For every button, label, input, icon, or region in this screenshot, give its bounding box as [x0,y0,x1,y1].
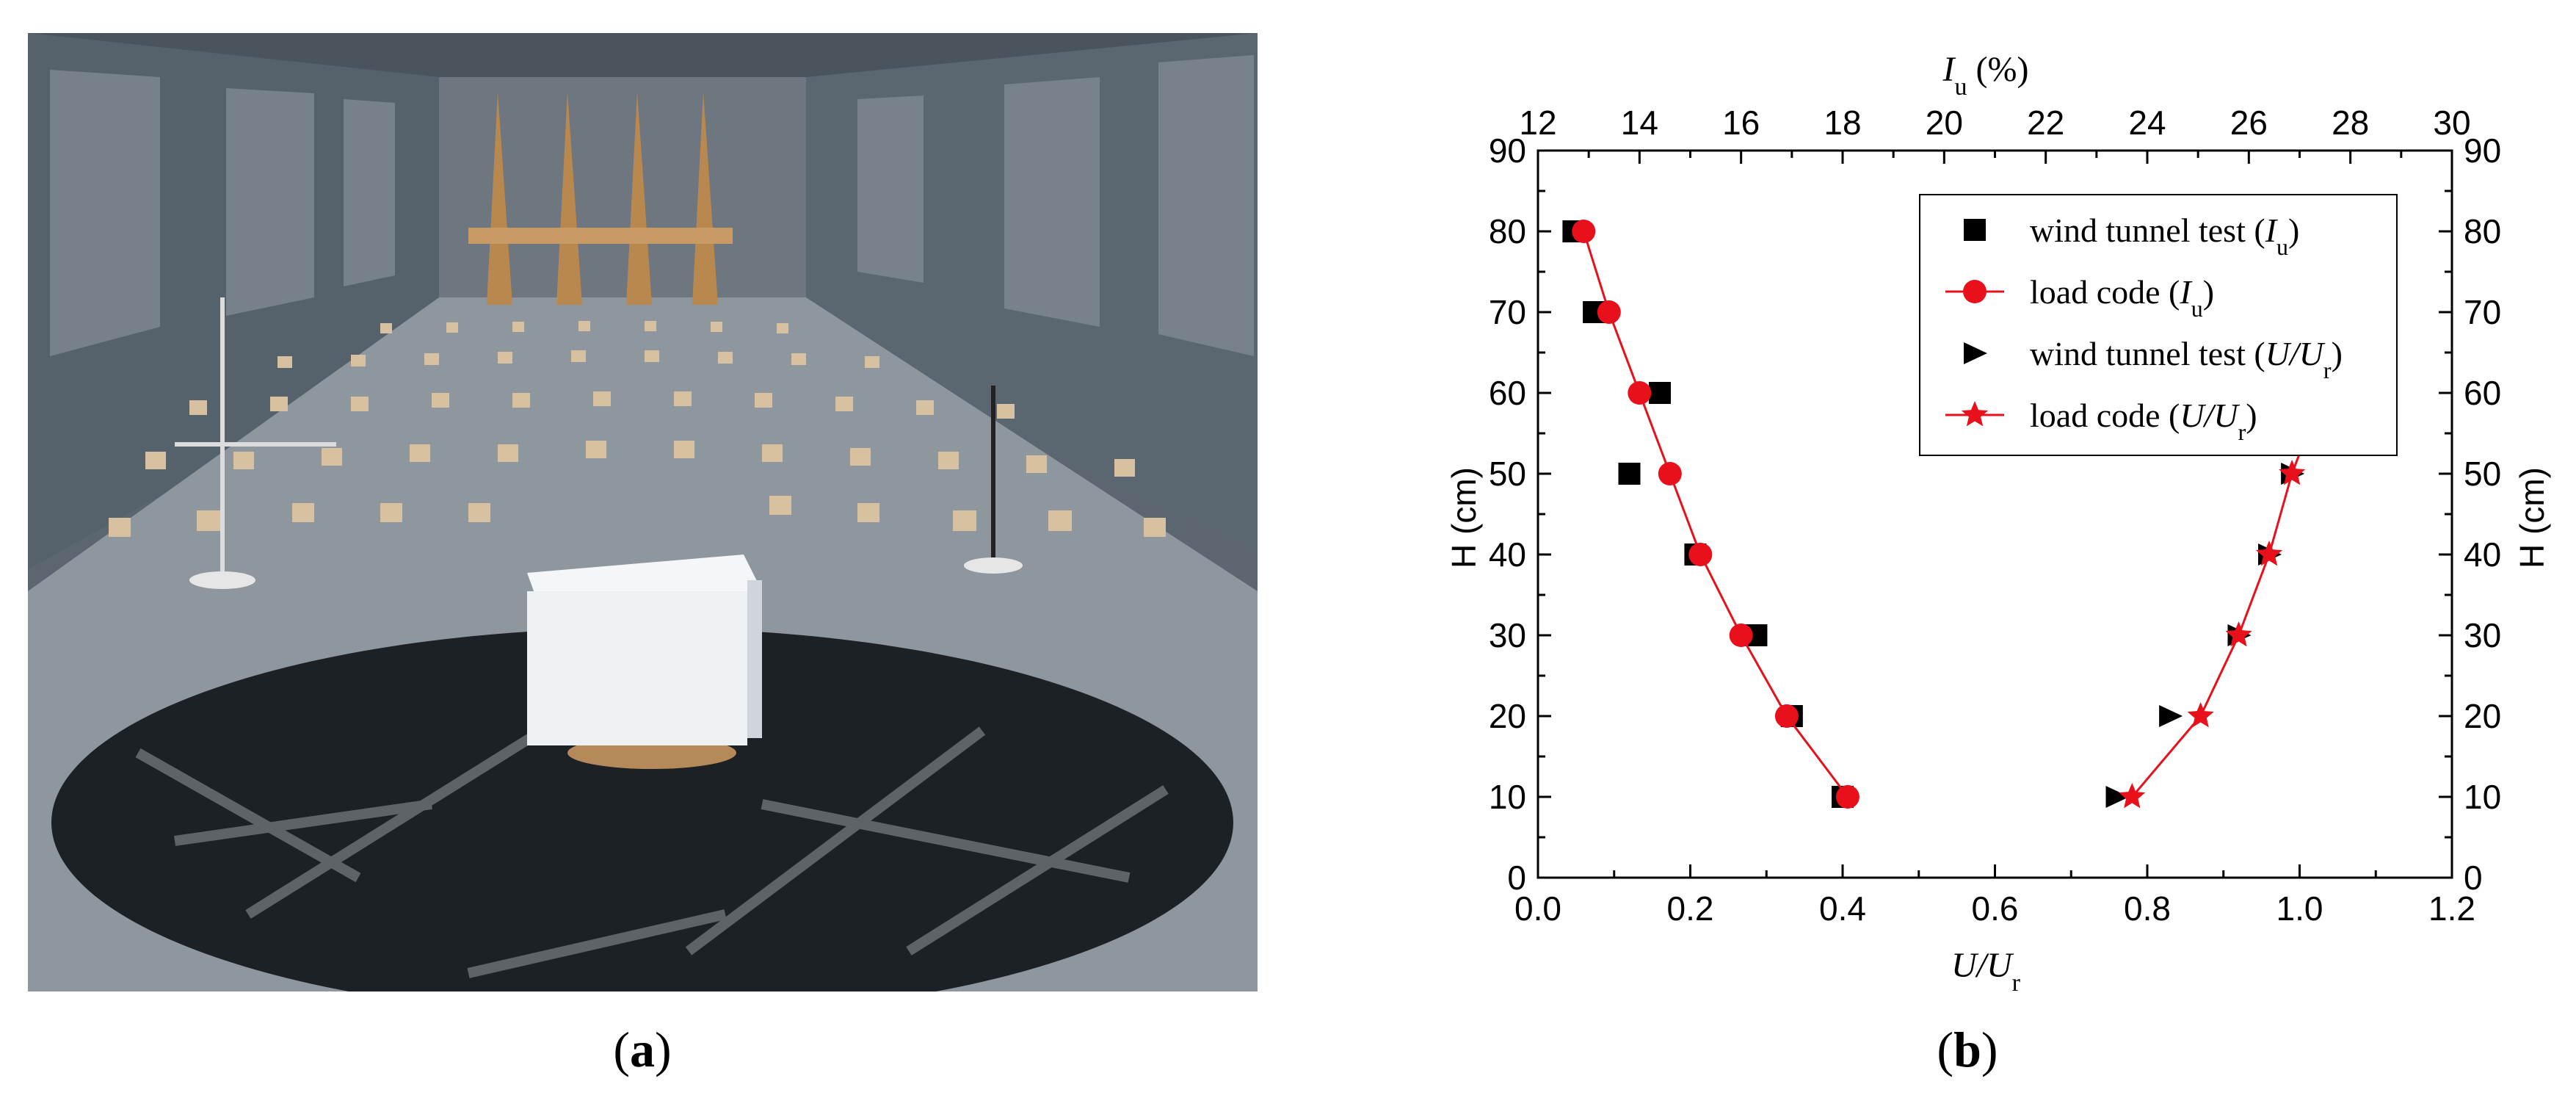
legend-label: load code (U/Ur) [2030,397,2257,445]
series-line [1582,231,1849,798]
left-axis-tick-label: 10 [1489,778,1526,816]
data-point [2279,460,2306,485]
bottom-axis-tick-label: 0.2 [1667,889,1714,928]
left-axis-tick-label: 80 [1489,212,1526,250]
bottom-axis-tick-label: 1.2 [2428,889,2475,928]
probe-stands [175,297,1023,589]
data-point [2225,621,2252,647]
legend-marker [1963,280,1987,303]
right-axis-tick-label: 20 [2464,697,2501,735]
spire-group [468,92,733,305]
right-axis-tick-label: 0 [2464,859,2483,897]
data-point [1688,543,1713,566]
top-axis-tick-label: 24 [2128,104,2166,142]
legend-label: load code (Iu) [2030,273,2214,322]
legend-label: wind tunnel test (U/Ur) [2030,335,2343,383]
bottom-axis-tick-label: 0.0 [1514,889,1561,928]
left-axis-tick-label: 70 [1489,293,1526,331]
right-axis-tick-label: 40 [2464,535,2501,574]
top-axis-tick-label: 22 [2027,104,2064,142]
legend-entry: wind tunnel test (Iu) [1964,212,2299,260]
left-axis-tick-label: 60 [1489,374,1526,412]
top-axis-title: Iu (%) [1942,50,2029,101]
building-model [527,554,762,769]
top-axis-tick-label: 26 [2230,104,2268,142]
series-2 [1572,220,1860,809]
bottom-axis-tick-label: 1.0 [2276,889,2323,928]
right-axis-tick-label: 10 [2464,778,2501,816]
data-point [1628,381,1652,405]
bottom-axis-tick-label: 0.8 [2124,889,2171,928]
data-point [2159,705,2183,727]
top-axis-tick-label: 14 [1621,104,1658,142]
caption-b: (b) [1937,1022,1998,1077]
data-point [1597,300,1621,324]
left-axis-tick-label: 90 [1489,131,1526,170]
bottom-axis-tick-label: 0.6 [1972,889,2019,928]
left-axis-tick-label: 30 [1489,616,1526,654]
wind-tunnel-photo [28,33,1258,1017]
legend-entry: load code (Iu) [1945,273,2214,322]
wind-tunnel-photo-drawing [28,33,1258,1017]
data-point [1649,382,1671,404]
legend-marker [1964,219,1986,241]
top-axis-tick-label: 16 [1722,104,1760,142]
top-axis-tick-label: 28 [2332,104,2369,142]
left-axis-tick-label: 50 [1489,455,1526,493]
data-point [1835,785,1860,809]
roughness-blocks [109,321,1166,537]
legend-entry: load code (U/Ur) [1945,397,2257,445]
wind-profile-chart: 12 14 16 18 20 22 24 26 28 30 0.0 0.2 0.4 0.6 0.8 1.0 1… [1445,50,2551,997]
legend-marker [1961,401,1989,427]
data-point [1658,462,1682,485]
right-axis-tick-label: 30 [2464,616,2501,654]
data-point [2255,541,2283,566]
left-axis-tick-label: 40 [1489,535,1526,574]
legend-box [1919,194,2398,456]
top-axis-tick-label: 20 [1926,104,1963,142]
left-axis-title: H (cm) [1445,467,1483,568]
data-point [1572,220,1596,243]
right-axis-tick-label: 80 [2464,212,2501,250]
data-point [2105,786,2130,808]
chart-panel: 12 14 16 18 20 22 24 26 28 30 0.0 0.2 0.4 0.6 0.8 1.0 1… [1365,0,2576,1043]
data-point [2187,702,2214,728]
legend-marker [1964,342,1987,364]
right-axis-tick-label: 70 [2464,293,2501,331]
bottom-axis-tick-label: 0.4 [1819,889,1866,928]
top-axis-tick-label: 12 [1519,104,1556,142]
right-axis-tick-label: 50 [2464,455,2501,493]
turntable [51,628,1233,1017]
legend-label: wind tunnel test (Iu) [2030,212,2299,260]
right-axis-tick-label: 60 [2464,374,2501,412]
right-axis-tick-label: 90 [2464,131,2501,170]
top-axis-tick-label: 30 [2433,104,2470,142]
data-point [1729,624,1753,647]
left-axis-tick-label: 0 [1507,859,1526,897]
right-axis-title: H (cm) [2513,467,2551,568]
data-point [1618,463,1641,485]
data-point [1774,704,1799,728]
data-point [2119,783,2146,809]
turntable-tape-marks [135,726,1169,978]
top-axis-tick-label: 18 [1824,104,1861,142]
legend-entry: wind tunnel test (U/Ur) [1964,335,2343,383]
caption-a: (a) [613,1022,672,1077]
bottom-axis-title: U/Ur [1951,946,2021,997]
left-axis-tick-label: 20 [1489,697,1526,735]
